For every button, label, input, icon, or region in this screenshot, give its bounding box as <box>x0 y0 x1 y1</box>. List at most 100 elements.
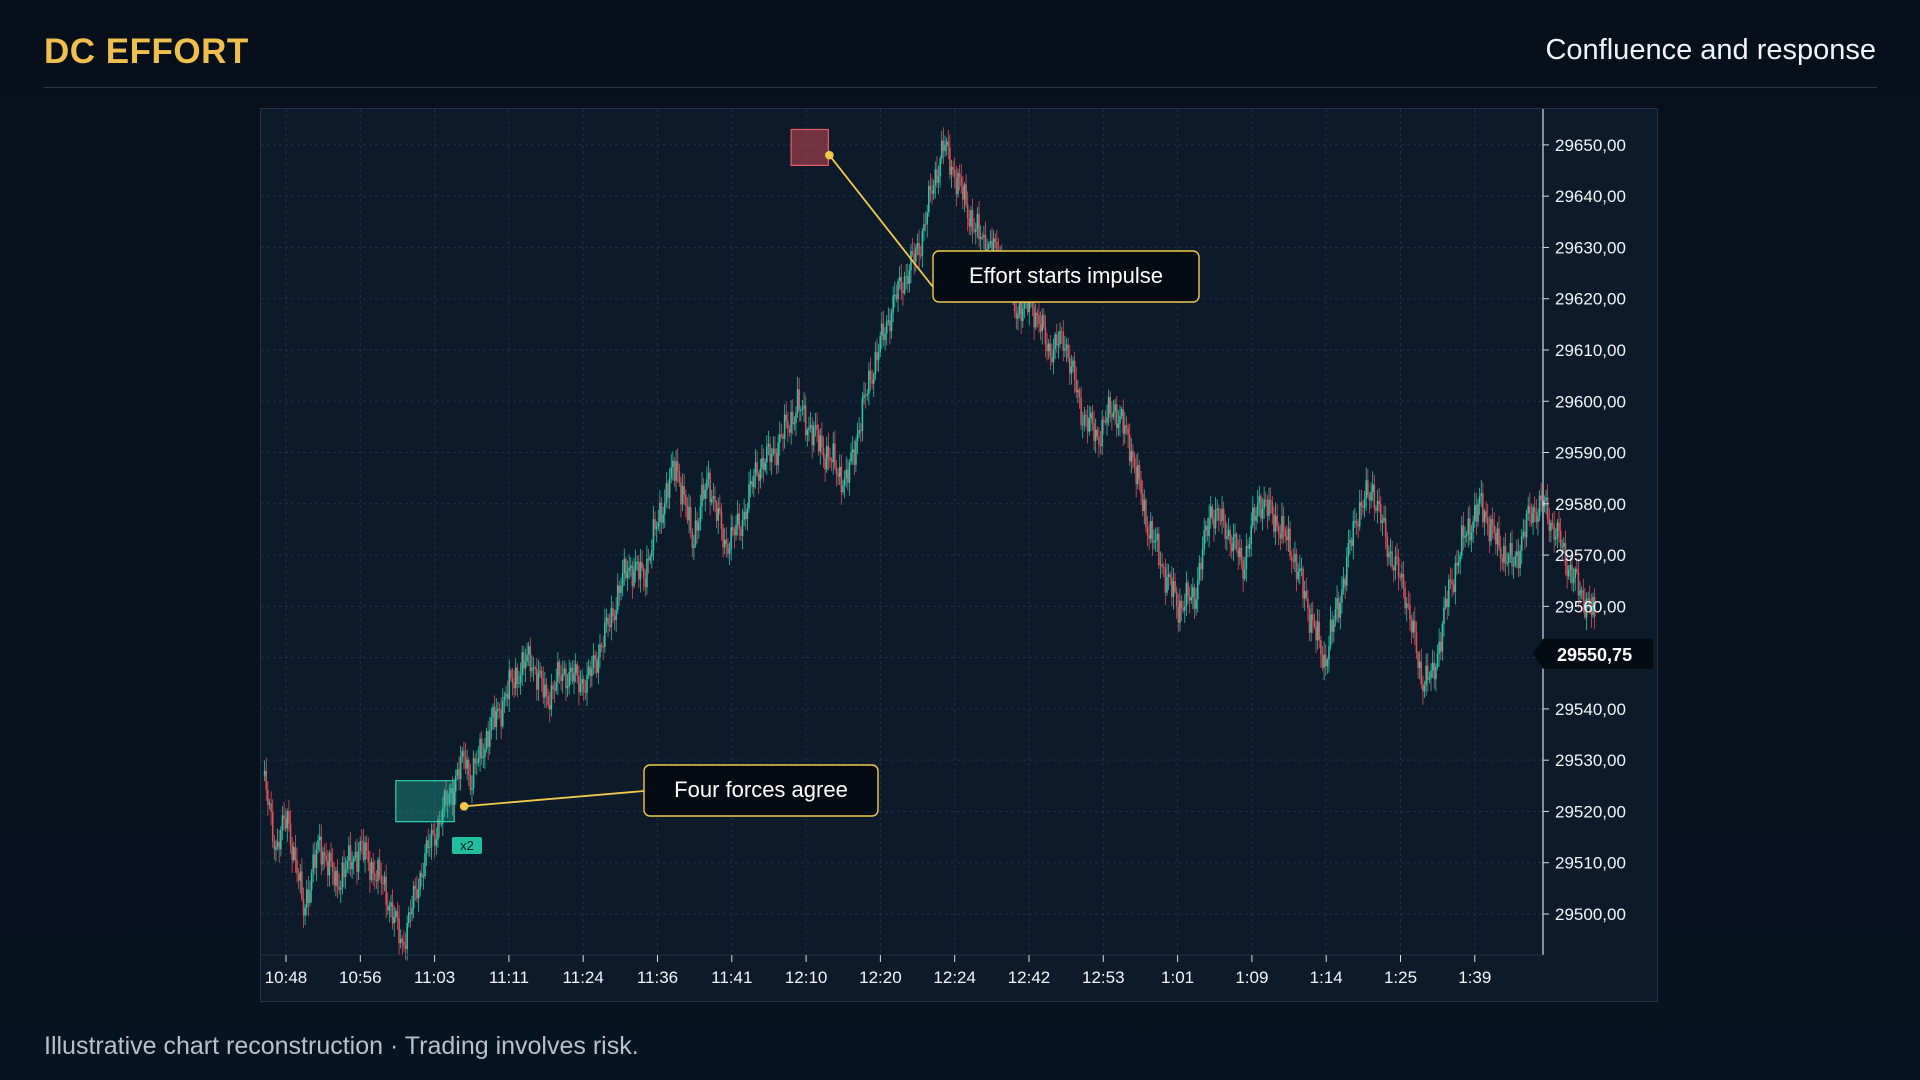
candle-body <box>1059 331 1061 345</box>
candle-body <box>1328 646 1330 660</box>
candle-body <box>843 478 846 486</box>
candle-body <box>586 674 588 693</box>
candle-body <box>485 731 488 750</box>
candle-body <box>607 617 609 626</box>
candle-body <box>476 762 478 764</box>
candle-body <box>604 621 606 647</box>
candle-body <box>1183 606 1186 611</box>
candle-body <box>725 539 728 544</box>
candle-body <box>1365 480 1368 499</box>
candle-body <box>1407 603 1410 605</box>
candle-body <box>362 841 365 861</box>
candle-body <box>464 756 467 769</box>
candle-body <box>317 840 319 850</box>
candle-body <box>741 519 744 536</box>
candle-body <box>1198 562 1201 581</box>
candle-body <box>1159 564 1162 566</box>
candle-body <box>905 276 907 278</box>
candle-body <box>432 830 434 834</box>
candle-body <box>1397 557 1400 578</box>
candle-body <box>866 393 869 396</box>
candle-body <box>1580 590 1583 592</box>
effort-label-box <box>932 250 1200 303</box>
candle-body <box>599 644 601 658</box>
x-axis-label: 11:41 <box>711 968 752 987</box>
candle-body <box>1243 568 1246 579</box>
candle-body <box>412 885 415 909</box>
candle-body <box>408 912 410 923</box>
candle-body <box>1470 532 1473 541</box>
candle-body <box>278 841 280 850</box>
candle-body <box>506 693 509 699</box>
candle-body <box>448 793 451 804</box>
candle-body <box>610 608 613 628</box>
candle-body <box>1263 499 1265 509</box>
candle-body <box>931 190 933 194</box>
candle-body <box>1585 599 1588 618</box>
candle-body <box>806 429 809 436</box>
candle-body <box>733 530 736 536</box>
candle-body <box>1075 379 1078 393</box>
candle-body <box>1122 409 1125 434</box>
candle-body <box>315 849 318 868</box>
candle-body <box>1167 574 1170 577</box>
candle-body <box>467 759 470 775</box>
candle-body <box>1527 505 1530 514</box>
candle-body <box>386 904 389 911</box>
candle-body <box>1553 524 1555 540</box>
chart-frame[interactable]: Effort starts impulse Four forces agree x2… <box>260 108 1658 1002</box>
candle-body <box>1190 597 1193 601</box>
candle-body <box>790 411 792 433</box>
candle-body <box>450 788 452 794</box>
candle-body <box>1083 415 1086 425</box>
candle-body <box>427 840 430 849</box>
candle-body <box>1311 614 1314 621</box>
candle-body <box>451 788 454 805</box>
candle-body <box>735 524 737 536</box>
candle-body <box>636 561 639 563</box>
candle-body <box>600 644 603 647</box>
candle-body <box>1399 577 1402 579</box>
candle-body <box>1065 344 1068 349</box>
chart-candles <box>263 127 1596 961</box>
candle-body <box>1409 604 1411 620</box>
candle-body <box>621 573 624 587</box>
candle-body <box>1587 598 1589 600</box>
candle-body <box>957 173 959 195</box>
candle-body <box>1449 579 1452 581</box>
candle-body <box>526 654 528 662</box>
candle-body <box>409 912 412 915</box>
effort-label-text: Effort starts impulse <box>969 263 1163 288</box>
candle-body <box>1537 516 1539 523</box>
candle-body <box>385 876 387 905</box>
candlestick-chart[interactable]: Effort starts impulse Four forces agree x2… <box>261 109 1659 1003</box>
candle-body <box>798 389 801 411</box>
candle-body <box>396 911 399 919</box>
candle-body <box>514 667 517 689</box>
candle-body <box>377 859 379 882</box>
candle-body <box>1031 298 1034 307</box>
candle-body <box>1156 533 1159 541</box>
multiplier-badge <box>452 837 482 854</box>
candle-body <box>659 502 661 523</box>
candle-body <box>335 870 337 886</box>
x-axis-label: 11:24 <box>563 968 604 987</box>
candle-body <box>819 435 822 452</box>
x-axis-label: 12:24 <box>933 968 976 987</box>
candle-body <box>1073 360 1076 380</box>
candle-body <box>1337 597 1340 618</box>
candle-body <box>1085 415 1087 418</box>
candle-body <box>646 558 648 588</box>
candle-body <box>1046 344 1048 352</box>
candle-body <box>1333 620 1335 632</box>
candle-body <box>1417 653 1419 668</box>
four-forces-dot <box>459 802 469 811</box>
candle-body <box>1187 582 1189 597</box>
candle-body <box>1352 521 1355 547</box>
candle-body <box>723 539 726 548</box>
candle-body <box>676 461 679 472</box>
candle-body <box>320 836 323 865</box>
candle-body <box>1522 531 1525 537</box>
candle-body <box>440 823 442 825</box>
candle-body <box>1203 530 1206 550</box>
